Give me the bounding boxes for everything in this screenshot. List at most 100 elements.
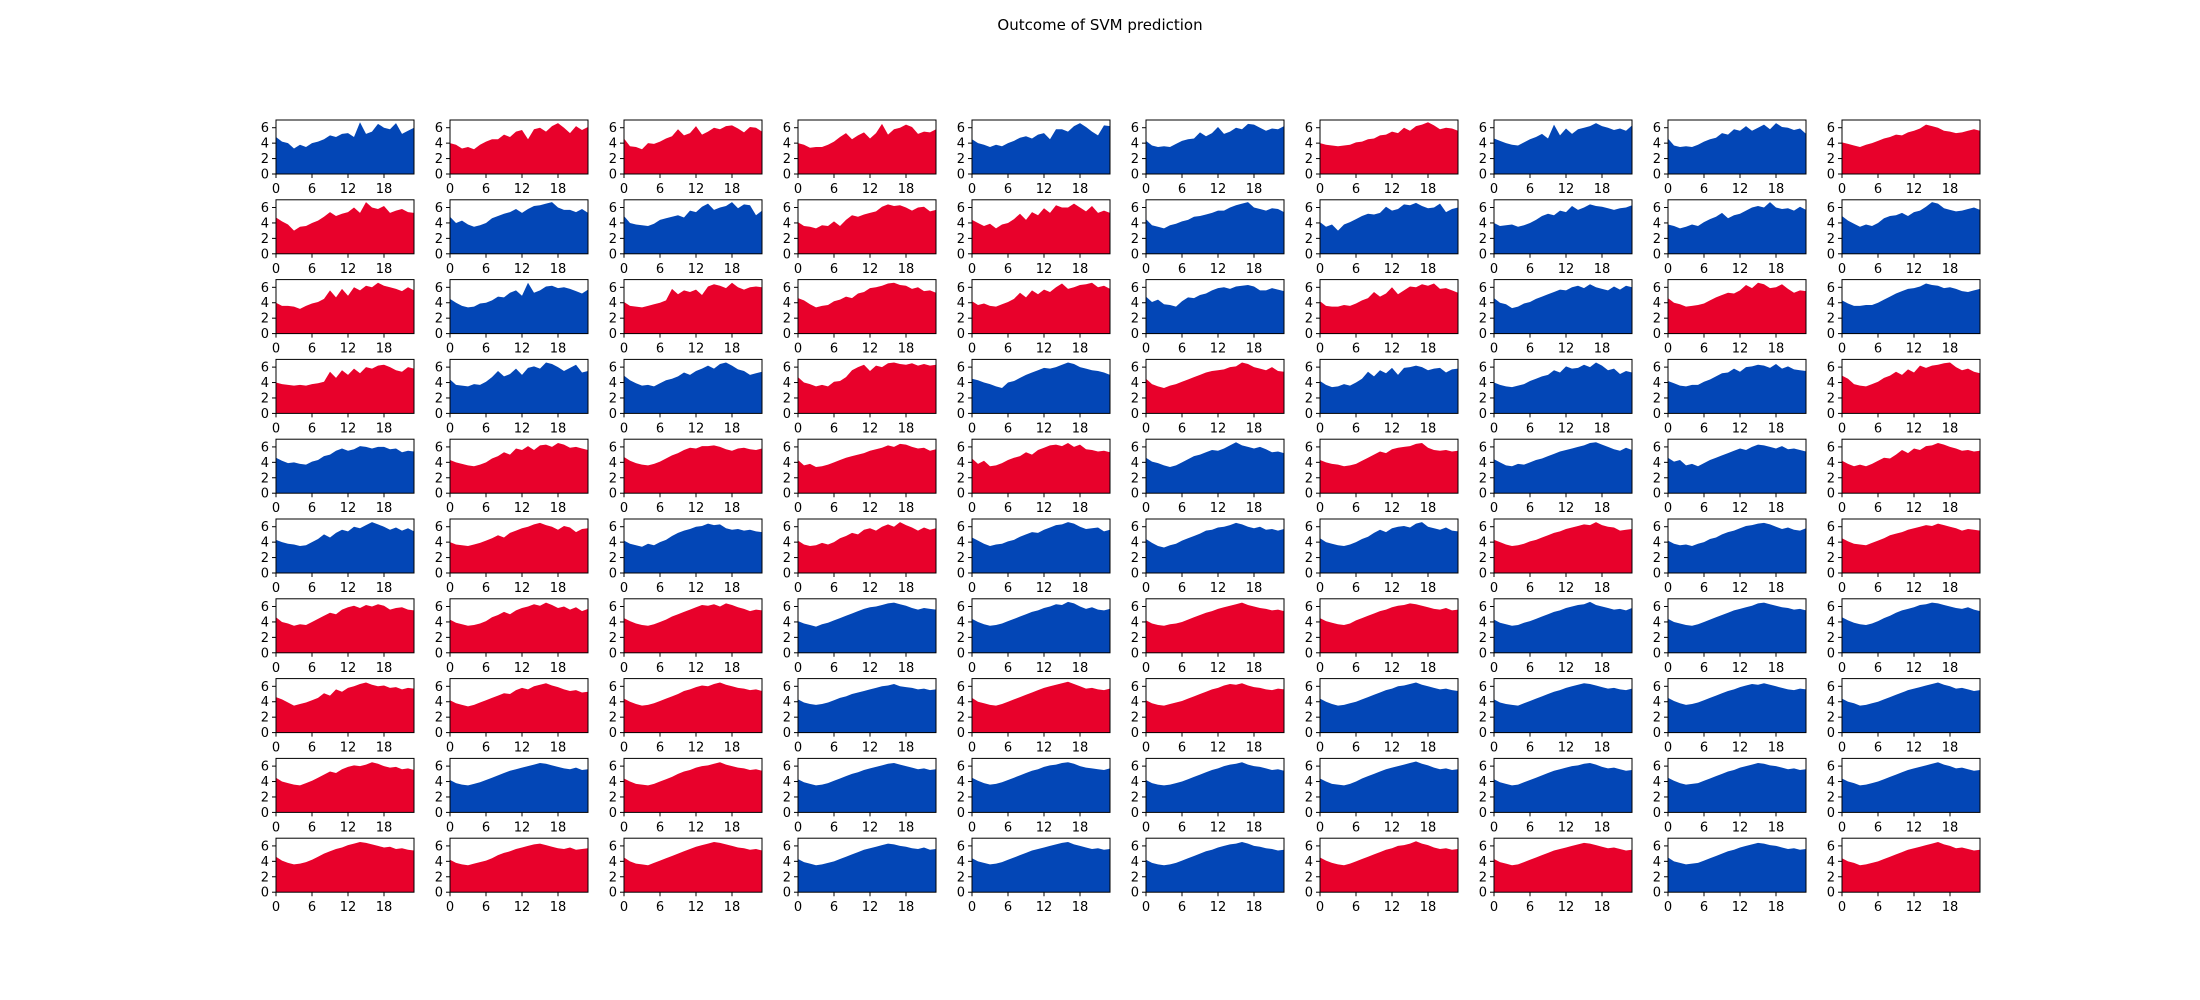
x-tick-label: 12 xyxy=(1732,421,1749,436)
y-tick-label: 4 xyxy=(261,615,269,630)
y-tick-label: 2 xyxy=(783,232,791,247)
x-tick-label: 6 xyxy=(1526,182,1534,197)
y-tick-label: 4 xyxy=(261,216,269,231)
x-tick-label: 12 xyxy=(1036,741,1053,756)
x-tick-label: 18 xyxy=(376,182,393,197)
y-tick-label: 0 xyxy=(1827,886,1835,901)
y-tick-label: 0 xyxy=(1131,168,1139,183)
y-tick-label: 2 xyxy=(783,711,791,726)
x-tick-label: 18 xyxy=(550,581,567,596)
area-series xyxy=(972,681,1110,733)
x-tick-label: 0 xyxy=(1142,581,1150,596)
x-tick-label: 18 xyxy=(376,262,393,277)
x-tick-label: 0 xyxy=(620,661,628,676)
axes-frame xyxy=(275,279,415,335)
y-tick-label: 0 xyxy=(1479,327,1487,342)
x-tick-label: 12 xyxy=(688,182,705,197)
area-series xyxy=(624,603,762,653)
x-tick-label: 0 xyxy=(968,741,976,756)
x-tick-label: 0 xyxy=(968,421,976,436)
y-tick-label: 4 xyxy=(609,216,617,231)
x-tick-label: 18 xyxy=(550,661,567,676)
x-tick-label: 6 xyxy=(656,501,664,516)
y-tick-label: 4 xyxy=(1653,775,1661,790)
area-series xyxy=(624,445,762,494)
x-tick-label: 0 xyxy=(1838,741,1846,756)
x-tick-label: 18 xyxy=(898,342,915,357)
axes-frame xyxy=(449,438,589,494)
axes-frame xyxy=(797,279,937,335)
x-tick-label: 18 xyxy=(1594,421,1611,436)
y-tick-label: 6 xyxy=(783,281,791,296)
y-tick-label: 2 xyxy=(957,790,965,805)
y-tick-label: 0 xyxy=(1131,806,1139,821)
y-tick-label: 0 xyxy=(1131,407,1139,422)
x-tick-label: 12 xyxy=(1036,182,1053,197)
x-tick-label: 12 xyxy=(1732,262,1749,277)
area-series xyxy=(450,843,588,893)
area-series xyxy=(798,362,936,414)
axes-frame xyxy=(1319,678,1459,734)
x-tick-label: 12 xyxy=(1732,342,1749,357)
x-tick-label: 18 xyxy=(376,342,393,357)
y-tick-label: 2 xyxy=(1479,152,1487,167)
y-tick-label: 2 xyxy=(957,391,965,406)
x-tick-label: 18 xyxy=(1942,900,1959,915)
area-series xyxy=(1494,204,1632,254)
area-series xyxy=(972,522,1110,573)
y-tick-label: 4 xyxy=(1479,536,1487,551)
area-series xyxy=(1320,761,1458,813)
axes-frame xyxy=(623,518,763,574)
area-series xyxy=(450,202,588,254)
x-tick-label: 6 xyxy=(482,900,490,915)
x-tick-label: 18 xyxy=(898,820,915,835)
x-tick-label: 6 xyxy=(1700,501,1708,516)
y-tick-label: 6 xyxy=(783,201,791,216)
axes-frame xyxy=(623,119,763,175)
y-tick-label: 4 xyxy=(1479,775,1487,790)
axes-frame xyxy=(971,119,1111,175)
y-tick-label: 2 xyxy=(261,312,269,327)
x-tick-label: 6 xyxy=(830,342,838,357)
y-tick-label: 0 xyxy=(957,327,965,342)
axes-frame xyxy=(1319,119,1459,175)
y-tick-label: 2 xyxy=(1305,631,1313,646)
y-tick-label: 4 xyxy=(1827,855,1835,870)
axes-frame xyxy=(1841,598,1981,654)
x-tick-label: 12 xyxy=(514,262,531,277)
axes-frame xyxy=(1145,518,1285,574)
axes-frame xyxy=(1841,678,1981,734)
x-tick-label: 12 xyxy=(1036,262,1053,277)
area-series xyxy=(450,443,588,494)
x-tick-label: 12 xyxy=(514,661,531,676)
area-series xyxy=(1668,602,1806,653)
y-tick-label: 6 xyxy=(1653,201,1661,216)
x-tick-label: 12 xyxy=(1906,421,1923,436)
y-tick-label: 4 xyxy=(1653,536,1661,551)
x-tick-label: 6 xyxy=(1352,182,1360,197)
x-tick-label: 6 xyxy=(1526,262,1534,277)
area-series xyxy=(1842,682,1980,733)
area-series xyxy=(624,762,762,813)
area-series xyxy=(624,282,762,334)
axes-frame xyxy=(623,678,763,734)
y-tick-label: 4 xyxy=(957,216,965,231)
y-tick-label: 2 xyxy=(1479,391,1487,406)
y-tick-label: 0 xyxy=(1653,646,1661,661)
x-tick-label: 6 xyxy=(1178,581,1186,596)
y-tick-label: 2 xyxy=(261,790,269,805)
area-series xyxy=(1320,682,1458,733)
x-tick-label: 12 xyxy=(514,421,531,436)
